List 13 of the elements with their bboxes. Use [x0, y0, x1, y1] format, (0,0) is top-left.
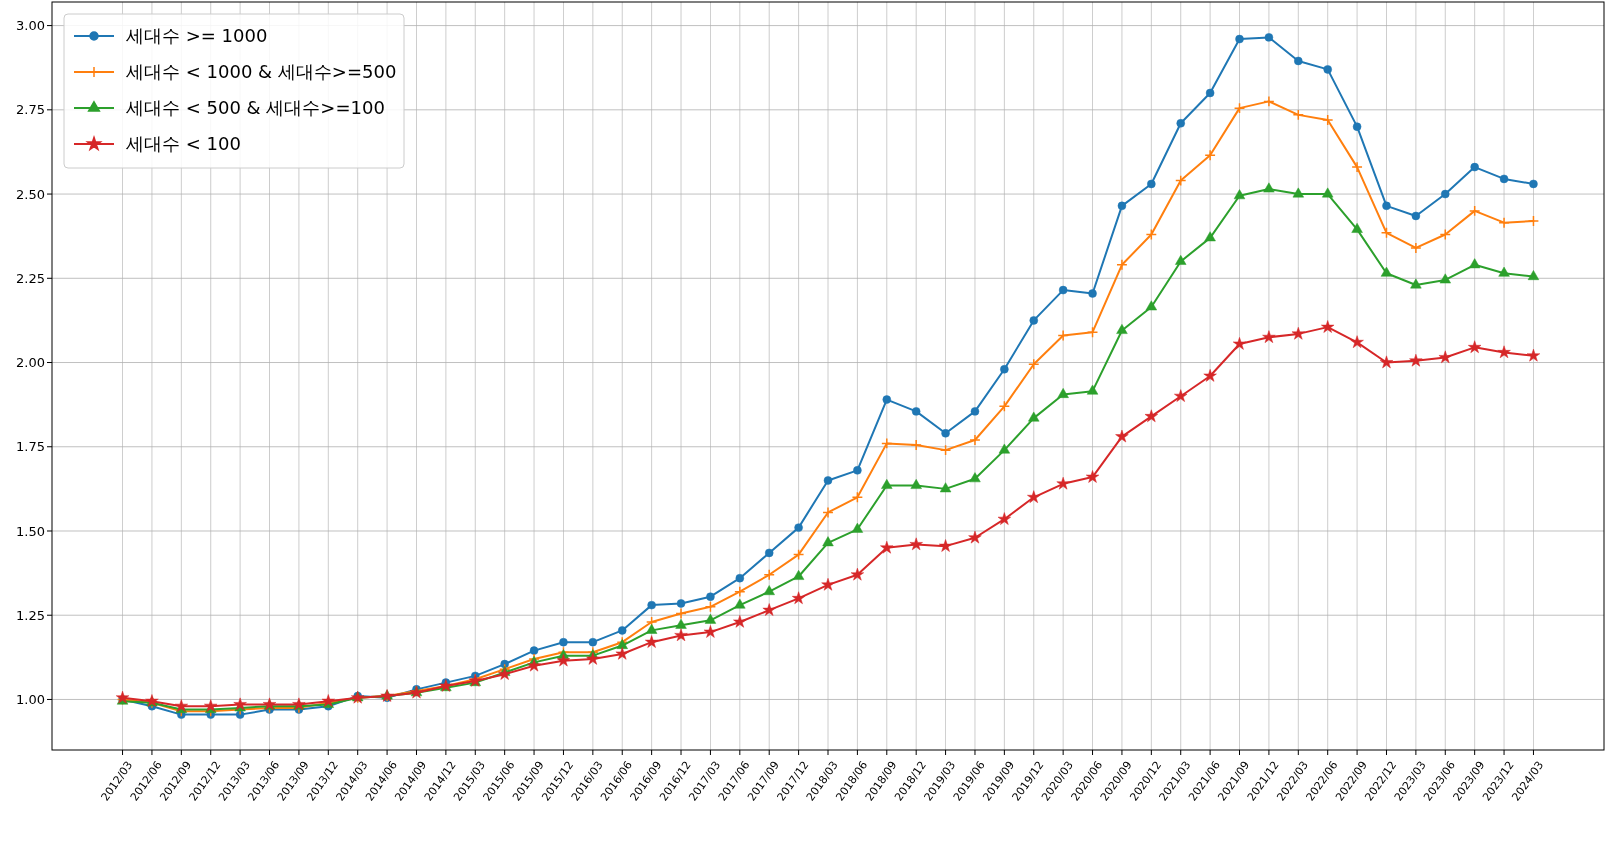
y-tick-label: 2.50: [16, 186, 45, 202]
y-tick-label: 3.00: [16, 18, 45, 34]
legend-label: 세대수 < 1000 & 세대수>=500: [126, 61, 397, 83]
y-tick-label: 2.75: [16, 102, 45, 118]
y-tick-label: 2.25: [16, 270, 45, 286]
y-tick-label: 2.00: [16, 355, 45, 371]
y-tick-label: 1.75: [16, 439, 45, 455]
legend-label: 세대수 < 100: [126, 133, 241, 155]
y-tick-label: 1.00: [16, 692, 45, 708]
y-tick-label: 1.25: [16, 607, 45, 623]
y-tick-label: 1.50: [16, 523, 45, 539]
legend-label: 세대수 >= 1000: [126, 25, 268, 47]
legend-label: 세대수 < 500 & 세대수>=100: [126, 97, 385, 119]
